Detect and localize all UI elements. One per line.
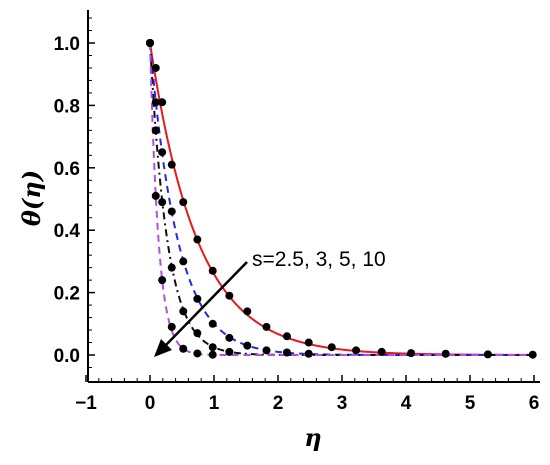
- marker-point-s-2.5: [167, 160, 176, 169]
- marker-point-s-2.5: [483, 350, 492, 359]
- y-tick-label: 0.8: [54, 96, 80, 117]
- series-lines: [149, 42, 535, 356]
- marker-point-s-10: [167, 322, 176, 331]
- marker-point-s-10: [158, 276, 167, 285]
- marker-point-s-3: [225, 333, 234, 342]
- marker-point-s-2.5: [262, 322, 271, 331]
- y-tick-label: 0.6: [54, 159, 80, 180]
- x-tick-label: 2: [273, 393, 284, 414]
- marker-point-s-10: [193, 349, 202, 358]
- marker-point-s-10: [179, 344, 188, 353]
- y-tick-label: 0.4: [54, 221, 81, 242]
- marker-point-s-3: [208, 319, 217, 328]
- marker-point-s-10: [151, 191, 160, 200]
- series-markers: [146, 39, 537, 359]
- marker-point-s-3: [262, 346, 271, 355]
- marker-point-s-5: [208, 343, 217, 352]
- annotation-text: s=2.5, 3, 5, 10: [252, 248, 386, 271]
- marker-point-s-2.5: [441, 349, 450, 358]
- series-line-s-5: [149, 42, 534, 356]
- marker-point-s-10: [208, 350, 217, 359]
- y-tick-label: 1.0: [54, 34, 80, 55]
- x-tick-label: 6: [529, 393, 540, 414]
- marker-point-s-5: [225, 347, 234, 356]
- plot-frame: [87, 10, 540, 383]
- x-tick-label: −1: [75, 393, 97, 414]
- marker-point-s-2.5: [327, 343, 336, 352]
- marker-point-s-3: [304, 349, 313, 358]
- marker-point-s-2.5: [208, 266, 217, 275]
- marker-point-s-3: [158, 148, 167, 157]
- marker-point-s-2.5: [282, 332, 291, 341]
- ticks: [85, 17, 535, 382]
- x-tick-label: 5: [465, 393, 476, 414]
- series-line-s-10: [149, 42, 534, 356]
- marker-point-s-2.5: [151, 63, 160, 72]
- marker-point-s-2.5: [193, 235, 202, 244]
- marker-point-s-2.5: [225, 291, 234, 300]
- marker-point-s-3: [179, 257, 188, 266]
- marker-point-s-3: [282, 348, 291, 357]
- annotation: s=2.5, 3, 5, 10: [154, 248, 386, 357]
- marker-point-s-5: [167, 263, 176, 272]
- marker-point-s-2.5: [179, 198, 188, 207]
- marker-point-s-2.5: [407, 349, 416, 358]
- marker-point-s-5: [193, 329, 202, 338]
- series-line-s-3: [149, 42, 534, 356]
- marker-point-s-2.5: [528, 350, 537, 359]
- y-tick-label: 0.0: [54, 346, 80, 367]
- marker-point-s-5: [179, 307, 188, 316]
- marker-point-s-5: [158, 198, 167, 207]
- x-tick-label: 4: [401, 393, 412, 414]
- marker-point-s-3: [151, 98, 160, 107]
- marker-point-s-10: [146, 39, 154, 47]
- y-axis-title: θ(η): [17, 170, 46, 226]
- x-tick-label: 3: [337, 393, 348, 414]
- marker-point-s-3: [193, 294, 202, 303]
- marker-point-s-2.5: [158, 98, 167, 107]
- annotation-arrowhead: [154, 339, 172, 357]
- marker-point-s-3: [243, 341, 252, 350]
- marker-point-s-5: [151, 126, 160, 135]
- annotation-arrow-shaft: [163, 261, 248, 348]
- tick-labels: −1 0 1 2 3 4 5 6 0.0 0.2 0.4 0.6 0.8 1.0: [54, 34, 540, 414]
- marker-point-s-2.5: [304, 338, 313, 347]
- x-tick-label: 0: [145, 393, 156, 414]
- x-axis-title: η: [304, 423, 321, 452]
- x-tick-label: 1: [209, 393, 220, 414]
- marker-point-s-2.5: [243, 307, 252, 316]
- y-tick-label: 0.2: [54, 284, 80, 305]
- series-line-s-2.5: [149, 42, 535, 356]
- marker-point-s-2.5: [352, 346, 361, 355]
- marker-point-s-2.5: [377, 347, 386, 356]
- marker-point-s-3: [167, 207, 176, 216]
